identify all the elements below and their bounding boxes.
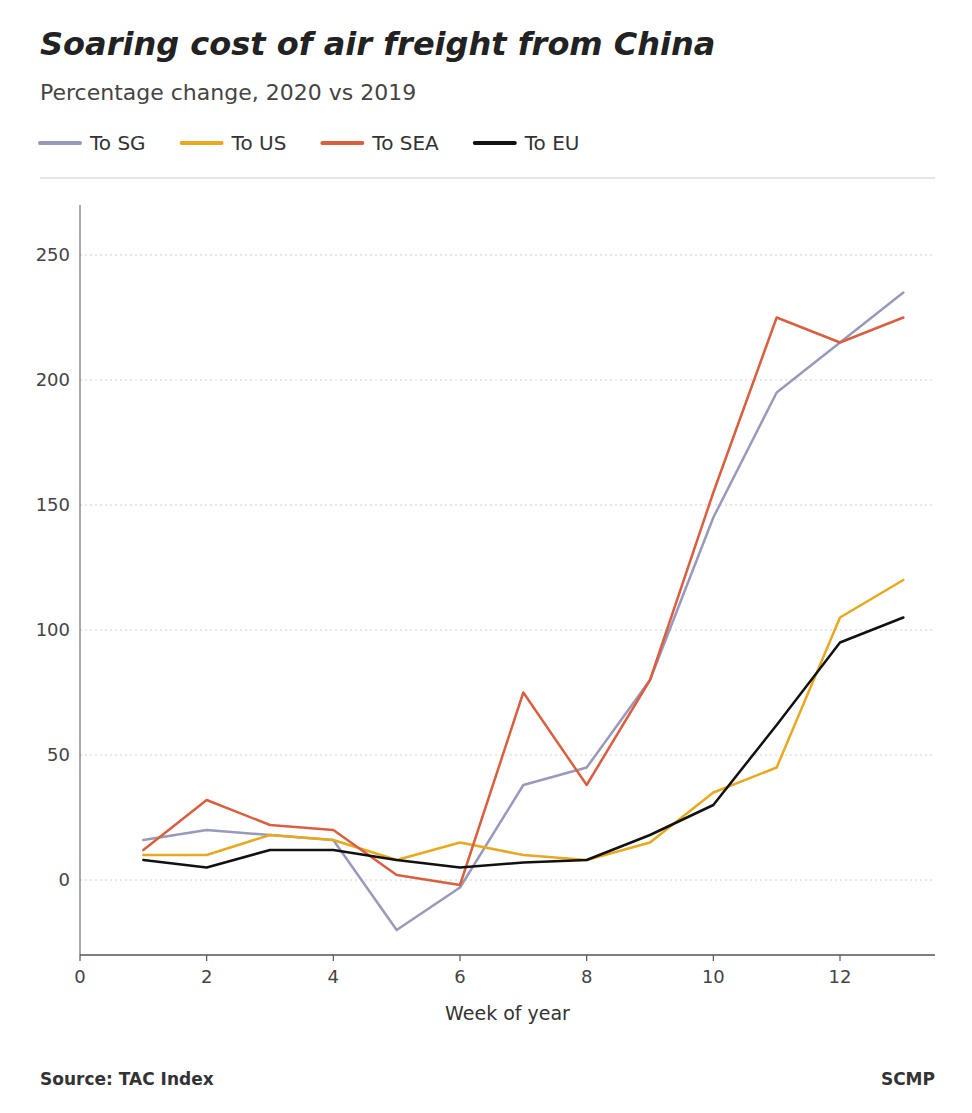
legend-swatch bbox=[40, 141, 80, 145]
y-tick-label: 50 bbox=[47, 744, 70, 765]
y-tick-label: 100 bbox=[36, 619, 70, 640]
x-axis bbox=[80, 954, 935, 956]
x-tick-label: 0 bbox=[74, 966, 85, 987]
y-tick-label: 0 bbox=[59, 869, 70, 890]
chart: Soaring cost of air freight from China Pe… bbox=[0, 0, 972, 1113]
grid-line bbox=[80, 630, 935, 631]
series-line bbox=[143, 318, 903, 886]
credit: SCMP bbox=[881, 1069, 935, 1089]
legend-label: To SG bbox=[89, 131, 146, 155]
x-tick-label: 12 bbox=[829, 966, 852, 987]
x-tick-label: 6 bbox=[454, 966, 465, 987]
grid-line bbox=[80, 755, 935, 756]
background bbox=[0, 0, 972, 1113]
separator bbox=[40, 178, 935, 179]
x-tick-label: 4 bbox=[328, 966, 339, 987]
y-tick-label: 200 bbox=[36, 369, 70, 390]
x-axis-label: Week of year bbox=[445, 1002, 570, 1024]
series-line bbox=[143, 618, 903, 868]
y-tick-label: 250 bbox=[36, 244, 70, 265]
grid-line bbox=[80, 380, 935, 381]
x-tick bbox=[839, 955, 840, 961]
legend-label: To SEA bbox=[371, 131, 439, 155]
x-tick bbox=[333, 955, 334, 961]
x-tick bbox=[713, 955, 714, 961]
legend-label: To US bbox=[231, 131, 287, 155]
x-tick bbox=[79, 955, 80, 961]
plot-area bbox=[143, 293, 903, 931]
y-tick-label: 150 bbox=[36, 494, 70, 515]
x-tick-label: 10 bbox=[702, 966, 725, 987]
grid-line bbox=[80, 505, 935, 506]
x-tick bbox=[206, 955, 207, 961]
x-tick bbox=[586, 955, 587, 961]
series-line bbox=[143, 293, 903, 931]
grid-line bbox=[80, 255, 935, 256]
x-tick-label: 2 bbox=[201, 966, 212, 987]
grid-line bbox=[80, 880, 935, 881]
series-line bbox=[143, 580, 903, 860]
source: Source: TAC Index bbox=[40, 1069, 214, 1089]
title: Soaring cost of air freight from China bbox=[40, 25, 715, 63]
legend-swatch bbox=[182, 141, 222, 145]
legend-swatch bbox=[322, 141, 362, 145]
legend-label: To EU bbox=[524, 131, 580, 155]
x-tick bbox=[459, 955, 460, 961]
y-axis bbox=[80, 205, 81, 955]
subtitle: Percentage change, 2020 vs 2019 bbox=[40, 80, 416, 105]
legend-swatch bbox=[475, 141, 515, 145]
x-tick-label: 8 bbox=[581, 966, 592, 987]
legend: To SG To US To SEA To EU bbox=[40, 131, 579, 155]
